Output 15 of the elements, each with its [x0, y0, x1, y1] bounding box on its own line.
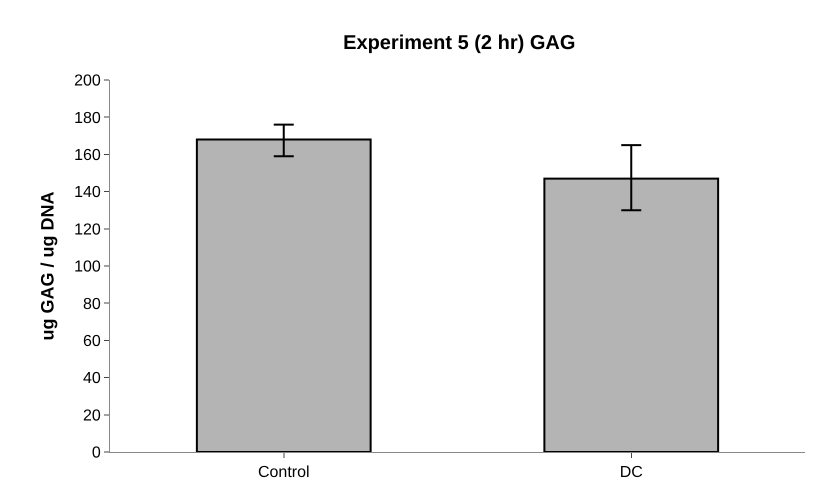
chart-title: Experiment 5 (2 hr) GAG: [343, 32, 576, 54]
y-tick-label: 80: [83, 296, 101, 313]
y-tick-label: 180: [74, 110, 101, 127]
y-tick-label: 20: [83, 407, 101, 424]
y-tick-label: 140: [74, 184, 101, 202]
y-tick-label: 0: [92, 444, 101, 462]
y-tick-label: 160: [74, 147, 101, 164]
x-tick-label: Control: [258, 464, 310, 482]
y-tick-label: 60: [83, 333, 101, 350]
y-tick-label: 40: [83, 370, 101, 388]
x-tick-label: DC: [620, 464, 643, 482]
y-tick-label: 100: [74, 258, 101, 276]
y-tick-label: 120: [74, 221, 101, 238]
y-axis-title: ug GAG / ug DNA: [37, 192, 58, 340]
y-tick-label: 200: [74, 72, 101, 90]
